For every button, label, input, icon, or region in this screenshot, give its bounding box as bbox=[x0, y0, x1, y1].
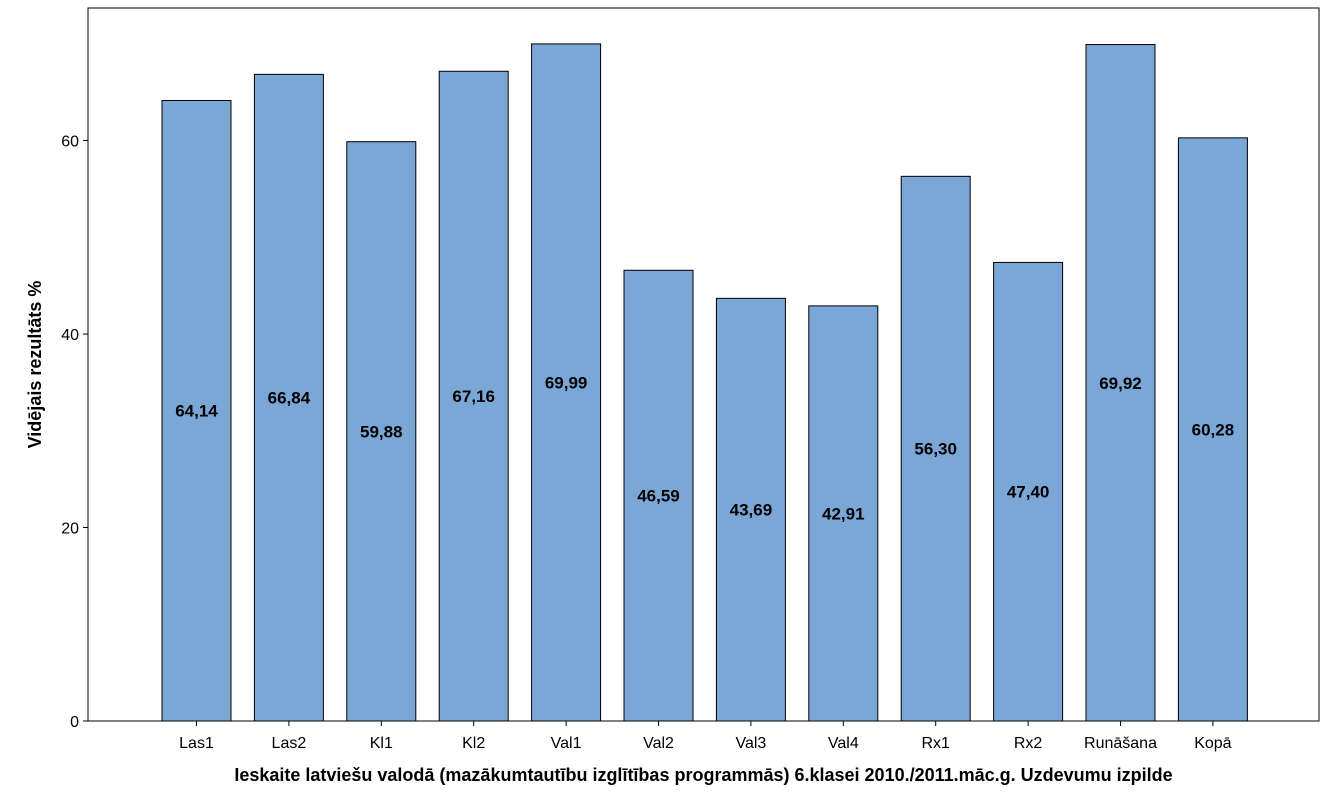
bar-las1 bbox=[161, 99, 232, 722]
data-label-rx2: 47,40 bbox=[1007, 483, 1050, 502]
data-label-kopā: 60,28 bbox=[1192, 420, 1235, 439]
x-tick-label-runāšana: Runāšana bbox=[1084, 735, 1157, 752]
x-tick-label-las1: Las1 bbox=[179, 735, 214, 752]
data-label-runāšana: 69,92 bbox=[1099, 374, 1142, 393]
x-tick-label-las2: Las2 bbox=[272, 735, 307, 752]
bar-kopā bbox=[1177, 137, 1248, 722]
x-axis: Las1 Las2 Kl1 Kl2 Val1 Val2 Val3 Val4 Rx1 Rx2 Runā… bbox=[179, 721, 1232, 752]
bar-val1 bbox=[531, 43, 602, 722]
y-tick-label: 40 bbox=[61, 327, 79, 344]
bar-kl1 bbox=[346, 141, 417, 722]
data-label-las2: 66,84 bbox=[268, 389, 311, 408]
data-label-kl1: 59,88 bbox=[360, 422, 403, 441]
x-tick-label-kopā: Kopā bbox=[1194, 735, 1231, 752]
x-axis-title: Ieskaite latviešu valodā (mazākumtautību… bbox=[234, 765, 1172, 785]
data-label-las1: 64,14 bbox=[175, 402, 218, 421]
data-label-val1: 69,99 bbox=[545, 373, 588, 392]
bar-las2 bbox=[253, 73, 324, 722]
x-tick-label-rx1: Rx1 bbox=[921, 735, 950, 752]
y-axis-title: Vidējais rezultāts % bbox=[25, 281, 45, 449]
bar-rx1 bbox=[900, 175, 971, 722]
y-tick-label: 60 bbox=[61, 134, 79, 151]
bar-rx2 bbox=[993, 261, 1064, 722]
y-tick-label: 20 bbox=[61, 521, 79, 538]
data-labels-group: 64,14 66,84 59,88 67,16 69,99 46,59 43,69 42,91… bbox=[175, 373, 1234, 523]
data-label-val3: 43,69 bbox=[730, 501, 773, 520]
data-label-val2: 46,59 bbox=[637, 487, 680, 506]
bar-runāšana bbox=[1085, 44, 1156, 722]
x-tick-label-rx2: Rx2 bbox=[1014, 735, 1043, 752]
y-tick-label: 0 bbox=[70, 714, 79, 731]
bar-kl2 bbox=[438, 70, 509, 722]
x-tick-label-val3: Val3 bbox=[735, 735, 766, 752]
data-label-kl2: 67,16 bbox=[452, 387, 495, 406]
x-tick-label-val2: Val2 bbox=[643, 735, 674, 752]
data-label-rx1: 56,30 bbox=[914, 440, 957, 459]
bars-group bbox=[161, 43, 1248, 722]
x-tick-label-val1: Val1 bbox=[551, 735, 582, 752]
x-tick-label-kl1: Kl1 bbox=[370, 735, 393, 752]
y-axis: 0 20 40 60 bbox=[61, 134, 88, 731]
data-label-val4: 42,91 bbox=[822, 504, 865, 523]
x-tick-label-kl2: Kl2 bbox=[462, 735, 485, 752]
bar-val3 bbox=[715, 297, 786, 722]
x-tick-label-val4: Val4 bbox=[828, 735, 859, 752]
